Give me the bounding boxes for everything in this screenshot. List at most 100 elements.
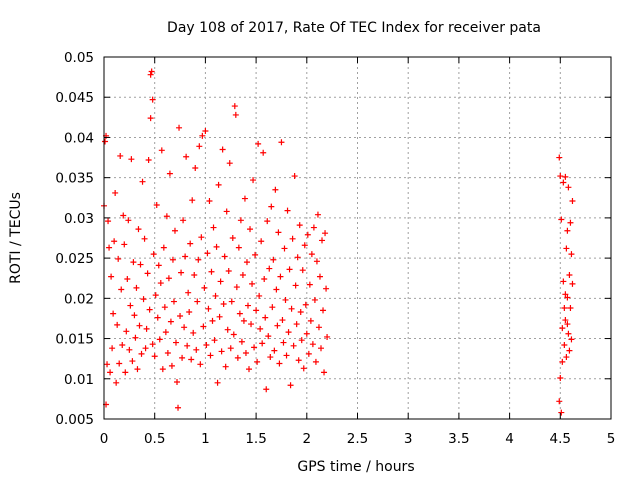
data-point — [235, 244, 242, 251]
data-point — [291, 173, 298, 180]
data-point — [194, 298, 201, 305]
data-point — [115, 255, 122, 262]
data-point — [152, 292, 159, 299]
data-point — [219, 146, 226, 153]
data-point — [112, 189, 119, 196]
data-point — [568, 336, 575, 343]
data-point — [242, 350, 249, 357]
y-axis-label: ROTI / TECUs — [8, 192, 24, 284]
data-point — [151, 353, 158, 360]
data-point — [298, 337, 305, 344]
data-point — [569, 197, 576, 204]
data-point — [230, 331, 237, 338]
grid-lines — [104, 57, 611, 419]
data-point — [140, 296, 147, 303]
data-point — [218, 348, 225, 355]
data-point — [288, 305, 295, 312]
data-point — [294, 254, 301, 261]
data-points — [101, 68, 576, 416]
data-point — [104, 361, 111, 368]
data-point — [225, 267, 232, 274]
data-point — [124, 276, 131, 283]
data-point — [200, 323, 207, 330]
data-point — [146, 306, 153, 313]
data-point — [203, 341, 210, 348]
data-point — [558, 216, 565, 223]
data-point — [307, 317, 314, 324]
data-point — [564, 227, 571, 234]
data-point — [568, 251, 575, 258]
data-point — [186, 309, 193, 316]
data-point — [108, 273, 115, 280]
data-point — [130, 259, 137, 266]
data-point — [557, 173, 564, 180]
x-tick-label: 1 — [201, 431, 210, 447]
data-point — [560, 278, 567, 285]
data-point — [156, 336, 163, 343]
data-point — [220, 300, 227, 307]
data-point — [317, 345, 324, 352]
data-point — [306, 281, 313, 288]
data-point — [314, 211, 321, 218]
data-point — [141, 235, 148, 242]
data-point — [158, 147, 165, 154]
data-point — [262, 314, 269, 321]
data-point — [180, 217, 187, 224]
data-point — [207, 352, 214, 359]
y-tick-label: 0.04 — [64, 130, 94, 146]
data-point — [213, 243, 220, 250]
data-point — [278, 139, 285, 146]
data-point — [277, 273, 284, 280]
data-point — [172, 339, 179, 346]
data-point — [149, 96, 156, 103]
data-point — [144, 270, 151, 277]
data-point — [205, 305, 212, 312]
data-point — [264, 218, 271, 225]
data-point — [179, 354, 186, 361]
data-point — [199, 132, 206, 139]
data-point — [256, 292, 263, 299]
data-point — [231, 103, 238, 110]
chart-title: Day 108 of 2017, Rate Of TEC Index for r… — [167, 20, 541, 36]
data-point — [224, 326, 231, 333]
data-point — [232, 111, 239, 118]
data-point — [226, 160, 233, 167]
data-point — [147, 115, 154, 122]
data-point — [193, 346, 200, 353]
data-point — [223, 208, 230, 215]
data-point — [132, 334, 139, 341]
data-point — [249, 280, 256, 287]
data-point — [290, 342, 297, 349]
data-point — [107, 369, 114, 376]
data-point — [143, 325, 150, 332]
data-point — [562, 317, 569, 324]
data-point — [561, 341, 568, 348]
data-point — [270, 256, 277, 263]
data-point — [562, 173, 569, 180]
y-tick-label: 0.045 — [55, 90, 94, 106]
data-point — [134, 366, 141, 373]
data-point — [111, 238, 118, 245]
data-point — [166, 170, 173, 177]
data-point — [133, 284, 140, 291]
data-point — [320, 307, 327, 314]
y-tick-label: 0.03 — [64, 211, 94, 227]
x-tick-label: 5 — [607, 431, 616, 447]
data-point — [116, 360, 123, 367]
data-point — [324, 333, 331, 340]
data-point — [229, 235, 236, 241]
data-point — [559, 325, 566, 332]
data-point — [255, 140, 262, 147]
data-point — [556, 154, 563, 161]
data-point — [228, 298, 235, 305]
data-point — [185, 289, 192, 296]
data-point — [266, 265, 273, 272]
data-point — [272, 186, 279, 193]
data-point — [239, 272, 246, 279]
data-point — [284, 207, 291, 214]
data-point — [315, 324, 322, 331]
data-point — [287, 382, 294, 389]
data-point — [268, 203, 275, 210]
data-point — [302, 301, 309, 308]
data-point — [295, 357, 302, 364]
